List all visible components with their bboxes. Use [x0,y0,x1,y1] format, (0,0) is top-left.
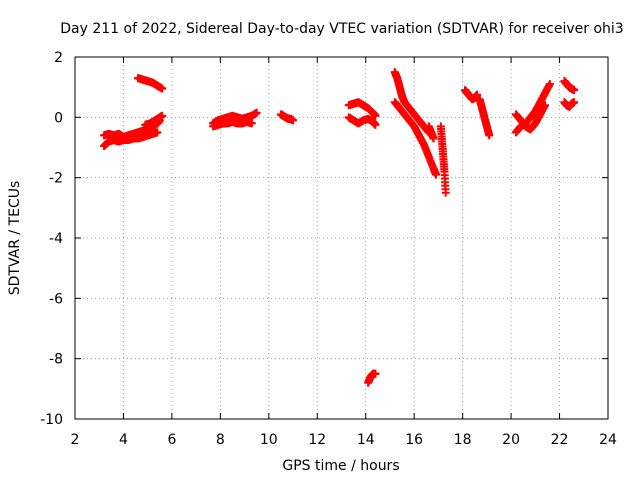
data-point [473,90,482,99]
y-axis-label: SDTVAR / TECUs [7,181,23,296]
x-tick-label: 24 [599,432,617,448]
plot-frame [74,56,609,420]
y-tick-label: -4 [49,231,63,247]
data-point [371,120,380,129]
y-tick-label: -6 [49,291,63,307]
data-point [289,116,298,125]
data-point [431,170,440,179]
data-point [541,101,550,110]
data-point [441,188,450,197]
y-tick-label: -2 [49,171,63,187]
data-point [545,80,554,89]
x-tick-label: 16 [405,432,423,448]
data-point [153,128,162,137]
y-tick-label: -8 [49,352,63,368]
data-point [247,119,256,128]
y-tick-label: 2 [54,50,63,66]
x-axis-label: GPS time / hours [282,458,399,474]
x-tick-label: 10 [260,432,278,448]
data-point [158,111,167,120]
x-tick-label: 18 [454,432,472,448]
data-point [252,108,261,117]
data-point [371,111,380,120]
y-axis-ticks: 2 0 -2 -4 -6 -8 -10 [40,50,608,428]
data-point [158,84,167,93]
x-tick-label: 6 [167,432,176,448]
data-point [570,98,579,107]
y-tick-label: -10 [40,412,63,428]
x-tick-label: 22 [551,432,569,448]
x-axis-ticks: 2 4 6 8 10 12 14 16 18 20 22 24 [71,57,617,448]
x-tick-label: 2 [71,432,80,448]
x-tick-label: 12 [308,432,326,448]
x-tick-label: 4 [119,432,128,448]
x-tick-label: 20 [502,432,520,448]
y-tick-label: 0 [54,110,63,126]
data-point [371,369,380,378]
chart-title: Day 211 of 2022, Sidereal Day-to-day VTE… [60,21,623,37]
grid-lines [75,57,608,419]
x-tick-label: 14 [357,432,375,448]
x-tick-label: 8 [216,432,225,448]
data-point [485,131,494,140]
data-point [429,134,438,143]
data-point [570,86,579,95]
data-points [100,68,579,387]
